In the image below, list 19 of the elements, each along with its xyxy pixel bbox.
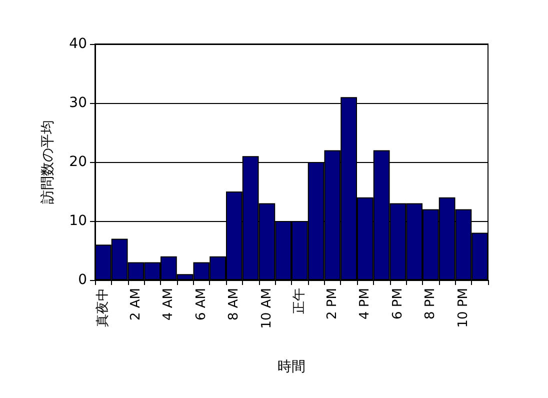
x-tick-label: 10 AM [259, 288, 274, 329]
x-tick-label: 4 PM [358, 288, 373, 320]
x-tick-label: 10 PM [456, 288, 471, 328]
x-tick-label: 6 AM [194, 288, 209, 321]
y-tick-label: 30 [69, 95, 87, 111]
y-tick-label: 10 [69, 213, 87, 229]
x-axis-title: 時間 [278, 359, 306, 375]
x-tick-label: 真夜中 [94, 288, 111, 327]
x-tick-label: 4 AM [161, 288, 176, 321]
x-tick-label: 6 PM [390, 288, 406, 320]
x-tick-label: 2 PM [324, 288, 340, 320]
y-tick-label: 40 [69, 36, 87, 52]
x-tick-label: 正午 [292, 288, 308, 314]
y-axis-title: 訪問数の平均 [40, 120, 56, 204]
x-tick-label: 2 AM [128, 288, 144, 321]
y-tick-label: 20 [69, 154, 87, 170]
x-tick-label: 8 AM [226, 288, 242, 321]
x-tick-label: 8 PM [423, 288, 438, 320]
y-tick-label: 0 [78, 272, 87, 288]
